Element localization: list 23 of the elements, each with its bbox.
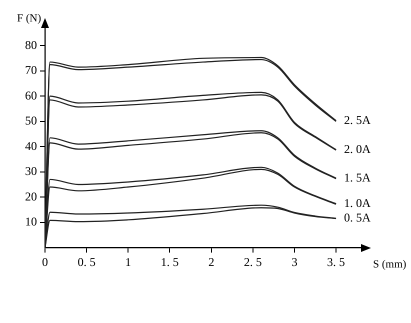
x-tick-label: 1. 5 — [160, 254, 179, 269]
y-tick-label: 50 — [25, 114, 37, 128]
y-tick-label: 70 — [25, 63, 37, 78]
series-label: 2. 0A — [344, 142, 372, 156]
x-tick-label: 2. 5 — [244, 254, 262, 269]
x-axis-title: S (mm) — [373, 258, 407, 270]
y-tick-label: 60 — [25, 88, 37, 102]
x-tick-label: 0 — [42, 254, 48, 269]
x-tick-label: 1 — [125, 254, 132, 269]
x-tick-label: 3 — [291, 254, 298, 269]
y-tick-label: 20 — [25, 189, 37, 204]
x-tick-label: 2 — [208, 254, 214, 269]
y-axis-title: F (N) — [17, 12, 42, 24]
series-label: 0. 5A — [344, 210, 372, 224]
series-label: 2. 5A — [344, 112, 372, 127]
series-label: 1. 0A — [344, 196, 372, 210]
series-label: 1. 5A — [344, 170, 372, 184]
y-tick-label: 30 — [25, 164, 37, 178]
x-tick-label: 0. 5 — [78, 254, 96, 269]
y-tick-label: 80 — [25, 38, 37, 52]
y-tick-label: 10 — [25, 214, 37, 229]
x-tick-label: 3. 5 — [327, 254, 346, 269]
y-tick-label: 40 — [25, 138, 37, 153]
